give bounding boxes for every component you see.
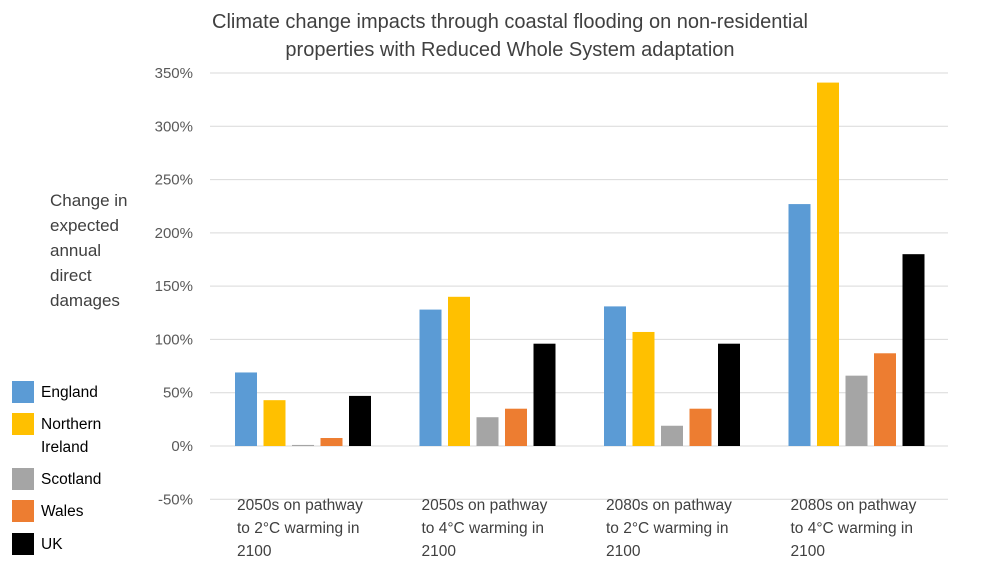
bar-northern-ireland xyxy=(817,82,839,446)
legend-label: Northern Ireland xyxy=(41,413,101,459)
bar-scotland xyxy=(845,375,868,446)
y-axis-label-line: expected xyxy=(50,216,119,235)
category-label: 2080s on pathway to 2°C warming in 2100 xyxy=(606,494,776,563)
category-label-line: to 4°C warming in xyxy=(790,520,914,537)
legend-label-line: England xyxy=(41,384,98,401)
y-axis-label-line: annual xyxy=(50,241,102,260)
category-label: 2050s on pathway to 2°C warming in 2100 xyxy=(237,494,407,563)
legend-item: Scotland xyxy=(12,468,101,491)
legend-label: Wales xyxy=(41,500,84,523)
y-tick-label: 250% xyxy=(155,172,193,189)
bar-scotland xyxy=(476,417,499,446)
y-tick-label: 50% xyxy=(163,385,193,402)
y-tick-label: 350% xyxy=(155,65,193,82)
legend-swatch xyxy=(12,533,34,555)
bar-england xyxy=(604,306,626,446)
y-tick-label: 300% xyxy=(155,118,193,135)
bar-northern-ireland xyxy=(263,400,286,446)
category-label-line: to 4°C warming in xyxy=(421,520,545,537)
legend-swatch xyxy=(12,500,34,522)
y-tick-label: 100% xyxy=(155,331,193,348)
bar-uk xyxy=(349,395,371,446)
bar-scotland xyxy=(292,444,314,446)
chart-title: Climate change impacts through coastal f… xyxy=(150,8,870,64)
bar-uk xyxy=(718,343,740,446)
legend-label-line: Wales xyxy=(41,503,84,520)
y-tick-label: 150% xyxy=(155,278,193,295)
bar-wales xyxy=(874,353,896,446)
bar-northern-ireland xyxy=(632,331,655,446)
legend-label-line: Ireland xyxy=(41,439,89,456)
bar-northern-ireland xyxy=(448,296,470,446)
bar-england xyxy=(235,372,257,446)
legend-label: England xyxy=(41,381,98,404)
legend-label-line: Scotland xyxy=(41,471,102,488)
legend-item: England xyxy=(12,381,98,404)
bar-uk xyxy=(902,254,925,446)
bar-wales xyxy=(689,408,712,446)
y-tick-label: 200% xyxy=(155,225,193,242)
category-label-line: to 2°C warming in xyxy=(237,520,360,537)
y-axis-label-line: damages xyxy=(50,291,120,310)
chart-title-line: properties with Reduced Whole System ada… xyxy=(285,39,735,61)
legend-swatch xyxy=(12,468,34,490)
category-label: 2050s on pathway to 4°C warming in 2100 xyxy=(422,494,592,563)
bar-england xyxy=(419,309,442,446)
category-label-line: 2100 xyxy=(790,543,825,560)
category-label-line: 2100 xyxy=(421,543,456,560)
legend-item: Northern Ireland xyxy=(12,413,101,459)
legend-item: Wales xyxy=(12,500,84,523)
y-tick-label: -50% xyxy=(158,491,193,508)
bar-england xyxy=(788,204,811,446)
category-label-line: 2080s on pathway xyxy=(606,497,732,514)
category-label-line: 2100 xyxy=(237,543,272,560)
y-axis-label-line: Change in xyxy=(50,191,128,210)
bar-uk xyxy=(533,343,556,446)
legend-label-line: Northern xyxy=(41,416,102,433)
legend-swatch xyxy=(12,381,34,403)
category-label-line: to 2°C warming in xyxy=(606,520,729,537)
legend-item: UK xyxy=(12,533,63,556)
bar-scotland xyxy=(661,425,683,446)
legend-label: Scotland xyxy=(41,468,101,491)
category-label: 2080s on pathway to 4°C warming in 2100 xyxy=(791,494,961,563)
y-axis-label: Change in expected annual direct damages xyxy=(50,188,128,313)
chart-title-line: Climate change impacts through coastal f… xyxy=(212,11,808,33)
category-label-line: 2050s on pathway xyxy=(237,497,363,514)
bar-wales xyxy=(505,408,527,446)
bar-wales xyxy=(320,438,343,446)
category-label-line: 2080s on pathway xyxy=(790,497,917,514)
y-axis-label-line: direct xyxy=(50,266,92,285)
y-tick-label: 0% xyxy=(171,438,193,455)
legend-swatch xyxy=(12,413,34,435)
legend-label-line: UK xyxy=(41,536,63,553)
category-label-line: 2100 xyxy=(606,543,641,560)
legend-label: UK xyxy=(41,533,63,556)
category-label-line: 2050s on pathway xyxy=(421,497,548,514)
